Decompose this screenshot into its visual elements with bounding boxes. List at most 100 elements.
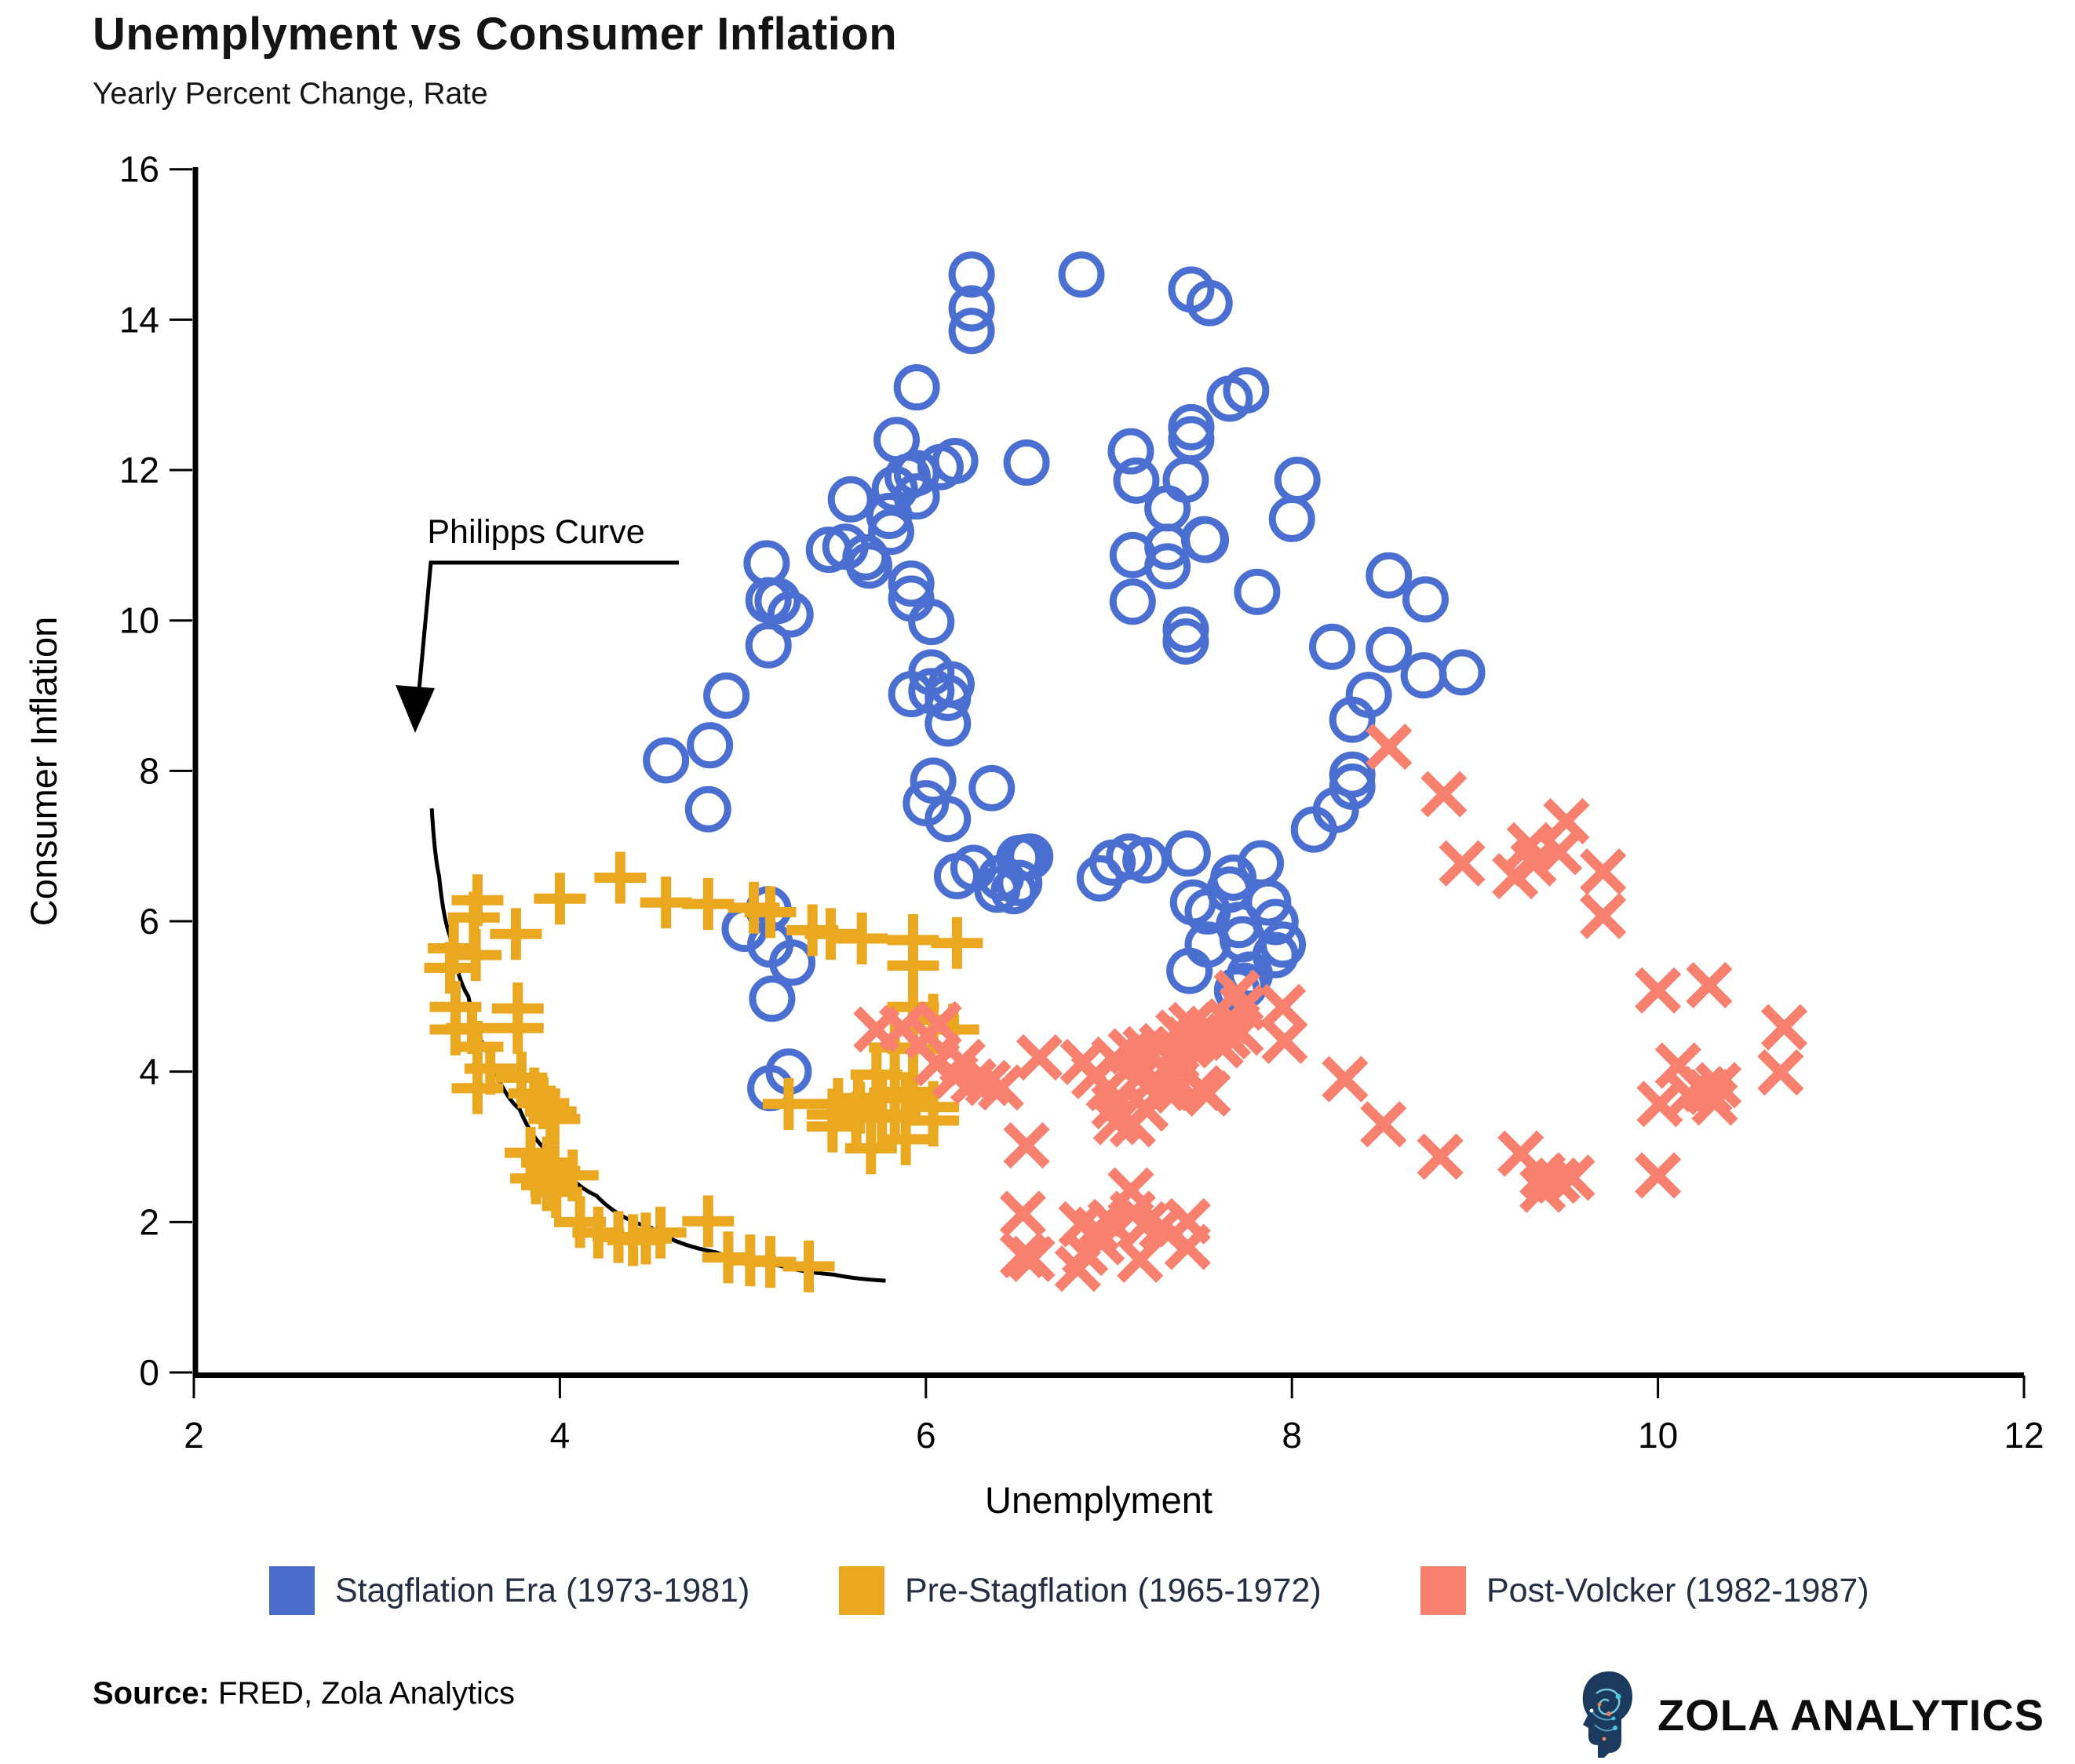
data-point [999, 1190, 1046, 1237]
data-point [907, 1094, 960, 1146]
data-point [1417, 1133, 1464, 1180]
source-label: Source: [93, 1676, 210, 1711]
data-point [1366, 552, 1413, 599]
data-point [744, 886, 797, 938]
data-point [1078, 1219, 1125, 1266]
svg-text:10: 10 [1638, 1415, 1678, 1456]
data-point [754, 578, 801, 625]
data-point [910, 757, 957, 804]
data-point [534, 873, 586, 925]
data-point [1635, 967, 1682, 1014]
x-axis-ticks [192, 1376, 2026, 1398]
data-point [782, 1240, 835, 1292]
data-point [1107, 428, 1154, 475]
data-point [1144, 543, 1191, 590]
page-title: Unemplyment vs Consumer Inflation [93, 9, 898, 60]
brand-head-icon [1582, 1671, 1632, 1758]
legend-item-stagflation-era: Stagflation Era (1973-1981) [269, 1566, 749, 1615]
svg-text:14: 14 [119, 299, 159, 340]
svg-text:16: 16 [119, 149, 159, 190]
data-point [1290, 806, 1337, 853]
data-point [1109, 1101, 1156, 1148]
data-point [1003, 439, 1050, 486]
data-point [521, 1159, 574, 1212]
data-point [1008, 1235, 1056, 1282]
data-point [769, 939, 816, 986]
data-point [1234, 568, 1281, 615]
data-point [806, 1100, 859, 1153]
legend-swatch-salmon [1420, 1566, 1466, 1615]
data-point [1635, 1152, 1682, 1199]
legend-label: Stagflation Era (1973-1981) [335, 1571, 750, 1609]
data-point [948, 285, 995, 332]
data-point [1497, 1130, 1544, 1177]
svg-text:4: 4 [550, 1415, 571, 1456]
legend-swatch-blue [269, 1566, 315, 1615]
data-point [682, 1195, 735, 1248]
data-point [1217, 1009, 1264, 1056]
data-point [528, 1093, 581, 1146]
svg-text:12: 12 [2004, 1415, 2044, 1456]
data-point [827, 476, 874, 523]
data-point [450, 929, 502, 982]
data-point [836, 913, 888, 965]
svg-text:2: 2 [184, 1415, 204, 1456]
data-point [908, 599, 955, 646]
data-point [1760, 1004, 1808, 1051]
data-point [1113, 457, 1160, 504]
data-point [846, 542, 893, 589]
data-point [745, 621, 792, 669]
data-point [1016, 1033, 1063, 1081]
data-point [1580, 892, 1627, 939]
data-point [1274, 456, 1321, 503]
data-point [743, 540, 790, 587]
svg-text:12: 12 [119, 450, 159, 490]
svg-text:8: 8 [1282, 1415, 1302, 1456]
data-point [1543, 797, 1590, 845]
data-point [844, 1122, 897, 1175]
data-point [687, 722, 734, 769]
svg-text:0: 0 [139, 1352, 159, 1393]
y-axis-ticks [170, 168, 192, 1374]
data-point [1223, 366, 1270, 414]
data-point [749, 975, 796, 1022]
y-axis-title: Consumer Inflation [23, 617, 64, 926]
data-point [924, 674, 972, 721]
data-point [867, 508, 914, 556]
source-note: Source: FRED, Zola Analytics [93, 1676, 515, 1711]
data-point [1439, 649, 1486, 696]
annotation-arrowhead [396, 685, 435, 733]
annotation-arrow [416, 560, 679, 699]
data-point [893, 364, 940, 411]
legend-label: Post-Volcker (1982-1987) [1486, 1571, 1869, 1609]
data-point [1238, 840, 1285, 887]
data-point [1439, 840, 1486, 887]
data-point [888, 560, 935, 607]
data-point [684, 785, 731, 833]
data-point [491, 1002, 544, 1055]
data-point [1533, 1157, 1581, 1205]
data-point [1400, 652, 1447, 699]
data-point [1162, 618, 1209, 665]
brand-logo: ZOLA ANALYTICS [1581, 1670, 2044, 1759]
series-post-volcker [853, 723, 1808, 1292]
data-point [1070, 1052, 1118, 1100]
data-point [762, 1077, 815, 1130]
data-point [924, 700, 972, 747]
legend-swatch-gold [839, 1566, 884, 1615]
data-point [1309, 623, 1356, 670]
svg-text:10: 10 [119, 600, 159, 641]
data-point [1366, 626, 1413, 673]
data-point [871, 465, 918, 512]
page-subtitle: Yearly Percent Change, Rate [93, 77, 488, 111]
data-point [1694, 1062, 1742, 1109]
legend-item-pre-stagflation: Pre-Stagflation (1965-1972) [839, 1566, 1322, 1615]
data-point [931, 917, 983, 969]
svg-text:4: 4 [139, 1051, 159, 1092]
axis-spines [192, 167, 2024, 1378]
data-point [490, 908, 542, 960]
data-point [833, 1081, 886, 1134]
y-axis-tick-labels: 0 2 4 6 8 10 12 14 16 [119, 149, 159, 1393]
